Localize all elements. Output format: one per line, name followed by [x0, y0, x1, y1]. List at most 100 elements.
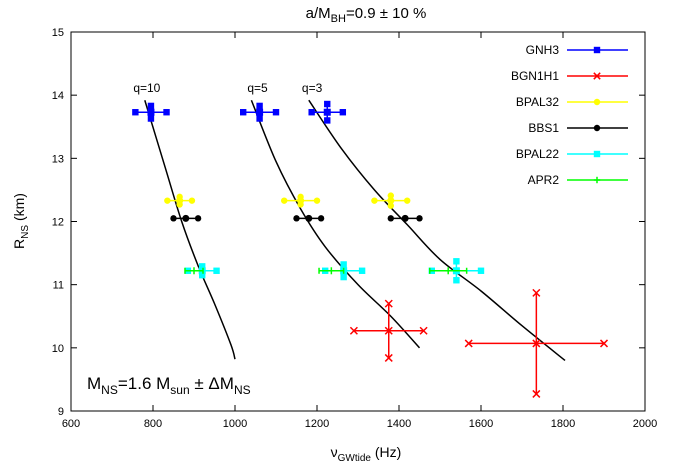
marker-x [599, 339, 609, 348]
marker-square [323, 108, 331, 116]
marker-square [340, 261, 347, 268]
data-point [318, 267, 345, 275]
data-point [184, 267, 204, 275]
x-tick-label: 1000 [223, 418, 247, 430]
marker-square [256, 102, 263, 110]
marker-circle [176, 197, 184, 205]
data-point [371, 192, 411, 209]
fit-curve-q=10 [144, 100, 236, 360]
marker-x [384, 353, 393, 362]
marker-circle [593, 98, 601, 106]
marker-x [419, 326, 428, 335]
marker-square [147, 115, 155, 122]
marker-circle [416, 215, 423, 222]
data-point [464, 288, 609, 398]
marker-square [240, 109, 247, 116]
marker-square [199, 263, 206, 270]
x-tick-label: 2000 [633, 418, 657, 430]
chart-title: a/MBH=0.9 ± 10 % [306, 5, 427, 25]
fit-curve-q=3 [308, 99, 566, 362]
marker-square [453, 258, 460, 265]
marker-circle [281, 197, 288, 204]
marker-square [147, 108, 155, 116]
data-point [281, 193, 321, 208]
marker-square [453, 277, 460, 284]
y-axis-ticks: 9 10 11 12 13 14 15 [52, 27, 645, 418]
marker-x [464, 339, 473, 348]
fit-curve-q=5 [250, 99, 421, 349]
marker-square [213, 267, 220, 274]
data-point [132, 102, 170, 122]
marker-circle [401, 214, 409, 222]
marker-square [324, 100, 331, 108]
marker-circle [170, 215, 177, 222]
mass-annotation: MNS=1.6 Msun ± ΔMNS [87, 374, 251, 397]
x-tick-label: 800 [144, 418, 162, 430]
data-point [170, 214, 202, 222]
y-tick-label: 10 [52, 343, 64, 355]
marker-circle [404, 197, 411, 204]
x-axis-ticks: 600 800 1000 1200 1400 1600 1800 2000 [62, 32, 657, 430]
marker-square [593, 150, 601, 158]
data-points [132, 100, 609, 398]
legend-label: BPAL32 [516, 95, 559, 109]
marker-circle [317, 215, 325, 222]
x-tick-label: 1400 [387, 418, 411, 430]
x-tick-label: 1200 [305, 418, 329, 430]
marker-circle [297, 197, 305, 205]
legend-label: GNH3 [526, 43, 560, 57]
x-axis-label: νGWtide (Hz) [331, 444, 402, 464]
marker-square [324, 117, 331, 124]
curve-label: q=10 [133, 81, 160, 95]
data-point [164, 193, 196, 208]
marker-x [349, 326, 358, 335]
marker-x [532, 288, 541, 297]
series-APR2 [184, 267, 468, 275]
series-BGN1H1 [349, 288, 609, 398]
data-point [240, 102, 280, 122]
marker-square [358, 267, 366, 274]
data-point [429, 267, 468, 275]
curve-label: q=3 [302, 81, 323, 95]
legend-label: BPAL22 [516, 147, 559, 161]
y-tick-label: 15 [52, 27, 64, 39]
fit-curves [144, 99, 566, 362]
marker-circle [293, 215, 300, 222]
marker-circle [188, 197, 196, 204]
marker-square [147, 102, 155, 110]
marker-square [339, 109, 347, 116]
legend-item-BPAL32: BPAL32 [516, 95, 628, 109]
curve-labels: q=10 q=5 q=3 [133, 81, 322, 95]
legend-item-BGN1H1: BGN1H1 [511, 69, 628, 83]
x-tick-label: 1800 [551, 418, 575, 430]
marker-x [532, 389, 541, 398]
legend-item-BBS1: BBS1 [528, 121, 628, 135]
series-BBS1 [170, 214, 423, 222]
marker-circle [305, 214, 313, 222]
marker-circle [387, 197, 395, 205]
y-tick-label: 9 [58, 406, 64, 418]
data-point [387, 214, 423, 222]
legend: GNH3 BGN1H1 BPAL32 BBS1 BPAL22 APR2 [511, 43, 628, 187]
marker-square [340, 273, 347, 281]
marker-square [163, 109, 170, 116]
curve-label: q=5 [247, 81, 268, 95]
y-tick-label: 12 [52, 217, 64, 229]
marker-circle [194, 215, 202, 222]
marker-circle [371, 197, 378, 204]
legend-item-BPAL22: BPAL22 [516, 147, 628, 161]
marker-square [477, 267, 485, 274]
legend-item-GNH3: GNH3 [526, 43, 628, 57]
marker-square [132, 109, 139, 116]
series-GNH3 [132, 100, 347, 124]
marker-circle [313, 197, 321, 204]
marker-x [593, 72, 601, 80]
legend-label: APR2 [528, 173, 560, 187]
x-tick-label: 600 [62, 418, 80, 430]
y-axis-label: RNS (km) [11, 193, 31, 249]
marker-circle [182, 214, 190, 222]
marker-x [384, 326, 393, 335]
data-point [293, 214, 325, 222]
data-point [349, 299, 428, 362]
